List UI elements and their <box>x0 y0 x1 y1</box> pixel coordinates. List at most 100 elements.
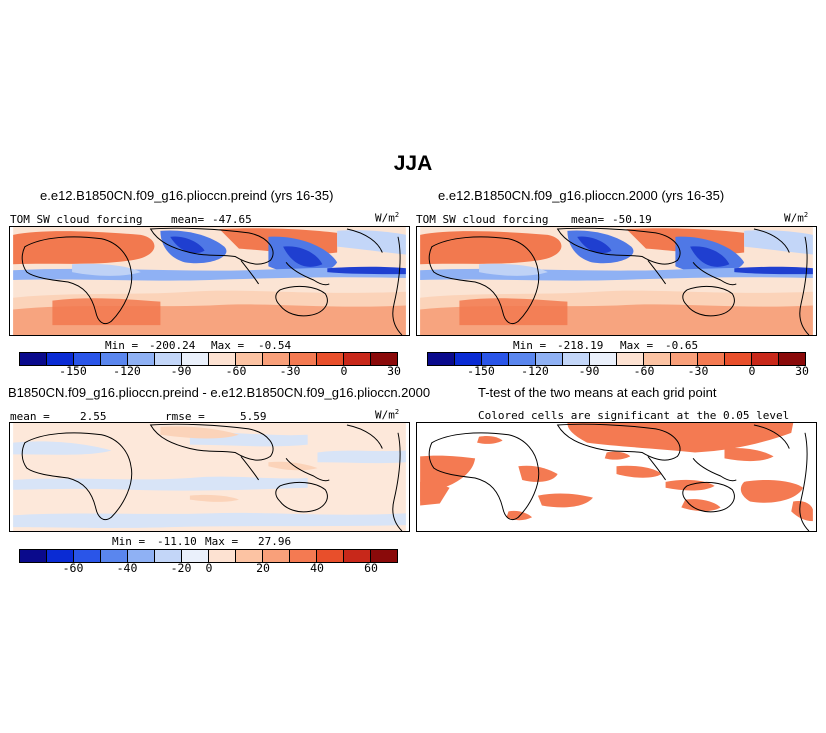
colorbar-swatch <box>617 353 644 365</box>
colorbar-tick-label: -90 <box>170 364 192 378</box>
panel-max-label-diff: Max = <box>205 535 239 548</box>
colorbar-swatch <box>74 353 101 365</box>
colorbar-tick-label: 60 <box>364 561 378 575</box>
panel-units-2000: W/m2 <box>784 211 809 225</box>
panel-max-label-2000: Max = <box>620 339 654 352</box>
colorbar-tick-label: -40 <box>116 561 138 575</box>
panel-max-label-preind: Max = <box>211 339 245 352</box>
colorbar-swatch <box>752 353 779 365</box>
colorbar-swatch <box>236 550 263 562</box>
panel-variable-2000: TOM SW cloud forcing <box>416 213 549 226</box>
panel-units-diff: W/m2 <box>375 408 400 422</box>
colorbar-tick-label: 40 <box>310 561 324 575</box>
colorbar-swatch <box>563 353 590 365</box>
panel-rmse-value-diff: 5.59 <box>240 410 267 423</box>
colorbar-tick-label: 0 <box>340 364 348 378</box>
panel-min-value-diff: -11.10 <box>157 535 197 548</box>
colorbar-swatch <box>47 550 74 562</box>
colorbar-swatch <box>47 353 74 365</box>
panel-min-label-preind: Min = <box>105 339 139 352</box>
colorbar-swatch <box>344 353 371 365</box>
colorbar-ticks-preind: -150 -120 -90 -60 -30 0 30 <box>19 364 401 380</box>
colorbar-swatch <box>101 353 128 365</box>
panel-subtitle-ttest: Colored cells are significant at the 0.0… <box>478 409 790 422</box>
colorbar-tick-label: -60 <box>633 364 655 378</box>
colorbar-swatch <box>128 353 155 365</box>
colorbar-swatch <box>371 550 397 562</box>
colorbar-swatch <box>509 353 536 365</box>
colorbar-swatch <box>209 353 236 365</box>
panel-title-ttest: T-test of the two means at each grid poi… <box>478 385 717 400</box>
figure-title: JJA <box>393 152 433 175</box>
colorbar-swatch <box>155 353 182 365</box>
colorbar-swatch <box>371 353 397 365</box>
map-panel-diff <box>9 422 410 532</box>
panel-variable-preind: TOM SW cloud forcing <box>10 213 143 226</box>
panel-rmse-label-diff: rmse = <box>165 410 205 423</box>
panel-mean-value-preind: -47.65 <box>212 213 252 226</box>
colorbar-ticks-2000: -150 -120 -90 -60 -30 0 30 <box>427 364 809 380</box>
colorbar-swatch <box>482 353 509 365</box>
colorbar-tick-label: -60 <box>225 364 247 378</box>
panel-min-label-diff: Min = <box>112 535 146 548</box>
colorbar-swatch <box>236 353 263 365</box>
colorbar-swatch <box>344 550 371 562</box>
colorbar-swatch <box>455 353 482 365</box>
panel-min-label-2000: Min = <box>513 339 547 352</box>
colorbar-swatch <box>182 353 209 365</box>
colorbar-swatch <box>263 550 290 562</box>
colorbar-swatch <box>101 550 128 562</box>
map-panel-ttest <box>416 422 817 532</box>
colorbar-tick-label: 0 <box>748 364 756 378</box>
panel-max-value-preind: -0.54 <box>258 339 292 352</box>
panel-mean-label-diff: mean = <box>10 410 50 423</box>
colorbar-swatch <box>263 353 290 365</box>
colorbar-diff <box>19 549 398 563</box>
panel-mean-value-2000: -50.19 <box>612 213 652 226</box>
colorbar-swatch <box>182 550 209 562</box>
colorbar-swatch <box>317 550 344 562</box>
colorbar-swatch <box>290 353 317 365</box>
colorbar-tick-label: 30 <box>795 364 809 378</box>
colorbar-swatch <box>698 353 725 365</box>
colorbar-swatch <box>536 353 563 365</box>
colorbar-swatch <box>725 353 752 365</box>
panel-mean-label-preind: mean= <box>171 213 205 226</box>
colorbar-tick-label: -150 <box>467 364 495 378</box>
panel-units-preind: W/m2 <box>375 211 400 225</box>
colorbar-2000 <box>427 352 806 366</box>
panel-title-preind: e.e12.B1850CN.f09_g16.plioccn.preind (yr… <box>40 188 334 203</box>
colorbar-swatch <box>779 353 805 365</box>
colorbar-swatch <box>644 353 671 365</box>
colorbar-tick-label: -20 <box>170 561 192 575</box>
panel-title-diff: B1850CN.f09_g16.plioccn.preind - e.e12.B… <box>8 385 431 400</box>
panel-min-value-preind: -200.24 <box>149 339 196 352</box>
panel-max-value-diff: 27.96 <box>258 535 292 548</box>
colorbar-tick-label: 30 <box>387 364 401 378</box>
colorbar-swatch <box>290 550 317 562</box>
colorbar-tick-label: -60 <box>62 561 84 575</box>
map-panel-2000 <box>416 226 817 336</box>
colorbar-tick-label: 20 <box>256 561 270 575</box>
panel-min-value-2000: -218.19 <box>557 339 604 352</box>
colorbar-swatch <box>590 353 617 365</box>
panel-mean-value-diff: 2.55 <box>80 410 107 423</box>
colorbar-tick-label: -150 <box>59 364 87 378</box>
colorbar-tick-label: -30 <box>687 364 709 378</box>
colorbar-swatch <box>209 550 236 562</box>
colorbar-swatch <box>74 550 101 562</box>
colorbar-swatch <box>20 550 47 562</box>
panel-title-2000: e.e12.B1850CN.f09_g16.plioccn.2000 (yrs … <box>438 188 725 203</box>
panel-mean-label-2000: mean= <box>571 213 605 226</box>
colorbar-tick-label: -30 <box>279 364 301 378</box>
colorbar-swatch <box>20 353 47 365</box>
colorbar-swatch <box>155 550 182 562</box>
colorbar-tick-label: -120 <box>521 364 549 378</box>
colorbar-ticks-diff: -60 -40 -20 0 20 40 60 <box>19 561 398 577</box>
colorbar-swatch <box>128 550 155 562</box>
colorbar-tick-label: -120 <box>113 364 141 378</box>
colorbar-swatch <box>671 353 698 365</box>
colorbar-tick-label: 0 <box>205 561 213 575</box>
panel-max-value-2000: -0.65 <box>665 339 699 352</box>
colorbar-swatch <box>428 353 455 365</box>
